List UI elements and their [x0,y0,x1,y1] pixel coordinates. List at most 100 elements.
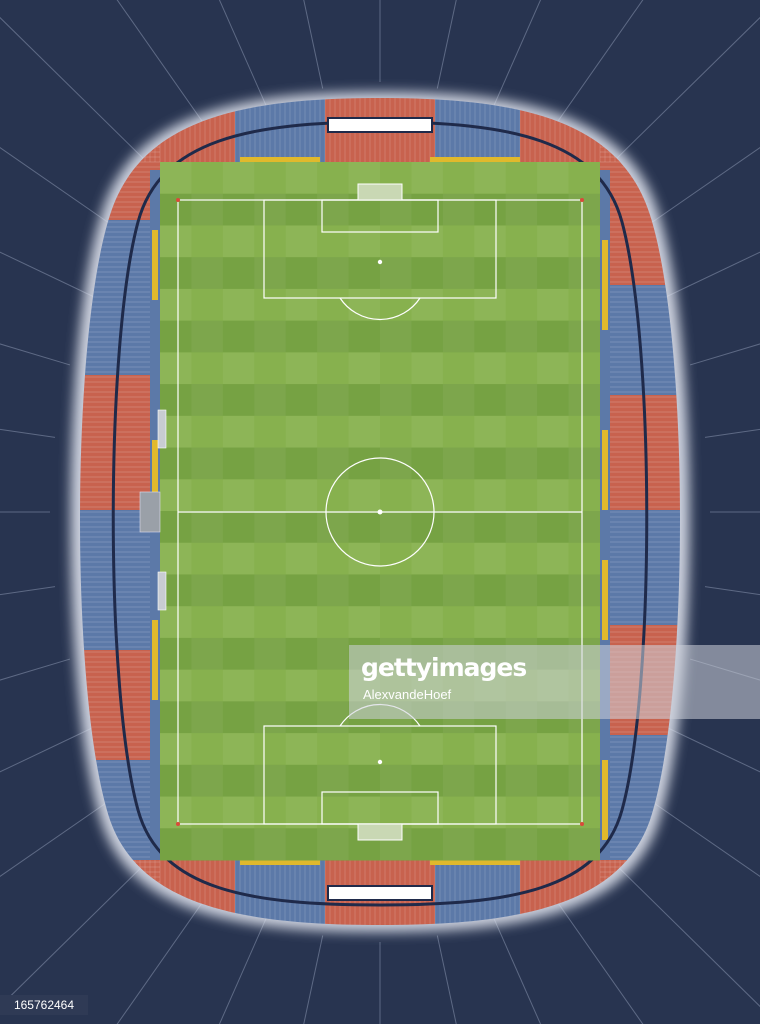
roof-ray [0,251,95,298]
grass-stripe [160,225,600,258]
roof-ray [303,935,324,1024]
mowing-patch [348,288,380,321]
grass-stripe [160,415,600,449]
mowing-patch [537,606,569,638]
roof-ray [591,16,760,183]
south-yellow-trim [240,860,320,865]
stand-yellow-trim [602,240,608,330]
mowing-patch [537,542,569,575]
roof-ray [218,0,268,109]
mowing-patch [474,352,506,385]
mowing-patch [505,320,538,353]
dugout-north [157,409,167,449]
grass-stripe [160,511,600,544]
mowing-patch [317,637,349,670]
south-yellow-trim [430,860,520,865]
mowing-patch [568,193,600,226]
roof-ray [665,726,760,773]
mowing-patch [348,733,380,765]
mowing-patch [191,637,223,670]
mowing-patch [160,225,192,258]
mowing-patch [160,352,192,385]
mowing-patch [411,162,443,194]
mowing-patch [348,352,380,385]
mowing-patch [191,447,223,480]
mowing-patch [380,257,412,289]
roof-ray [544,0,644,140]
corner-flag-top-left [176,198,180,202]
mowing-patch [254,701,286,734]
mowing-patch [442,193,475,226]
mowing-patch [411,288,443,321]
mowing-patch [160,288,192,321]
mowing-patch [254,637,286,670]
mowing-patch [222,796,255,829]
grass-stripe [160,352,600,385]
corner-flag-bottom-right [580,822,584,826]
roof-ray [436,0,457,89]
roof-ray [591,841,760,1008]
mowing-patch [442,828,475,860]
mowing-patch [505,511,538,543]
corner-flag-top-right [580,198,584,202]
mowing-patch [411,606,443,638]
mowing-patch [191,384,223,416]
mowing-patch [285,162,318,194]
mowing-patch [537,415,569,448]
mowing-patch [505,447,538,480]
bottom-goal [357,823,403,841]
mowing-patch [474,606,506,638]
stand-yellow-trim [602,560,608,640]
mowing-patch [474,796,506,829]
west-stand-section [80,545,160,650]
mowing-patch [348,225,380,258]
mowing-patch [380,447,412,480]
mowing-patch [568,511,600,543]
stand-yellow-trim [152,620,158,700]
roof-ray [0,16,169,183]
mowing-patch [348,542,380,575]
stand-trim [600,170,610,860]
mowing-patch [285,733,318,765]
mowing-patch [254,257,286,289]
mowing-patch [380,511,412,543]
mowing-patch [317,257,349,289]
mowing-patch [285,606,318,638]
mowing-patch [442,764,475,797]
south-scoreboard [327,885,433,901]
mowing-patch [442,257,475,289]
grass-stripe [160,574,600,607]
mowing-patch [537,162,569,194]
mowing-patch [254,447,286,480]
mowing-patch [411,542,443,575]
mowing-patch [537,288,569,321]
mowing-patch [191,828,223,860]
mowing-patch [254,193,286,226]
roof-ray [632,146,760,237]
mowing-patch [191,193,223,226]
mowing-patch [160,669,192,702]
roof-ray [0,787,128,878]
mowing-patch [222,479,255,511]
mowing-patch [505,384,538,416]
center-circle [325,457,435,567]
mowing-patch [285,669,318,702]
roof-ray [116,884,216,1024]
roof-ray [665,251,760,298]
stand-yellow-trim [602,760,608,840]
mowing-patch [285,796,318,829]
mowing-patch [285,225,318,258]
mowing-patch [285,288,318,321]
roof-ray [632,787,760,878]
mowing-patch [254,828,286,860]
mowing-patch [222,415,255,448]
roof-ray [0,726,95,773]
north-stand-section [435,98,520,162]
mowing-patch [568,257,600,289]
grass-stripe [160,447,600,480]
grass-stripe [160,542,600,575]
mowing-patch [442,320,475,353]
east-stand-section [600,395,680,510]
grass-stripe [160,479,600,512]
